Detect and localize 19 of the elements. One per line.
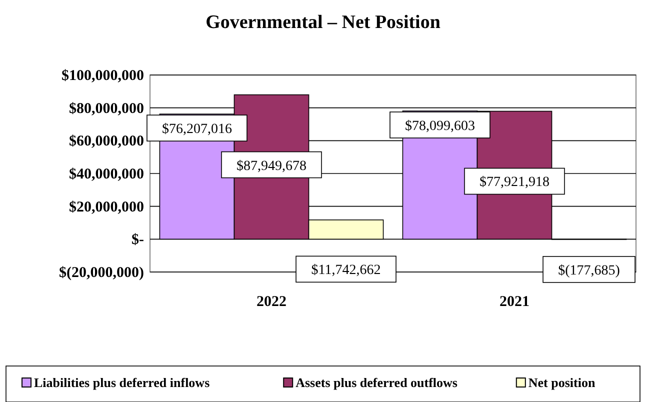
- data-label: $76,207,016: [162, 122, 232, 138]
- data-label: $87,949,678: [236, 158, 306, 174]
- y-tick-label: $80,000,000: [69, 100, 144, 117]
- chart-title: Governmental – Net Position: [206, 12, 441, 33]
- legend-label: Net position: [528, 375, 596, 390]
- y-tick-label: $20,000,000: [69, 199, 144, 216]
- data-label: $11,742,662: [311, 263, 381, 278]
- y-tick-label: $(20,000,000): [59, 265, 144, 281]
- y-tick-label: $100,000,000: [62, 68, 144, 84]
- x-tick-label: 2022: [256, 294, 286, 310]
- y-tick-label: $60,000,000: [69, 134, 144, 150]
- legend-label: Liabilities plus deferred inflows: [34, 375, 210, 390]
- data-label: $(177,685): [558, 263, 620, 278]
- data-label: $77,921,918: [480, 175, 550, 190]
- y-tick-label: $-: [132, 232, 144, 248]
- y-tick-label: $40,000,000: [69, 166, 144, 182]
- legend-label: Assets plus deferred outflows: [296, 375, 458, 390]
- data-label: $78,099,603: [404, 118, 475, 134]
- x-tick-label: 2021: [500, 294, 530, 310]
